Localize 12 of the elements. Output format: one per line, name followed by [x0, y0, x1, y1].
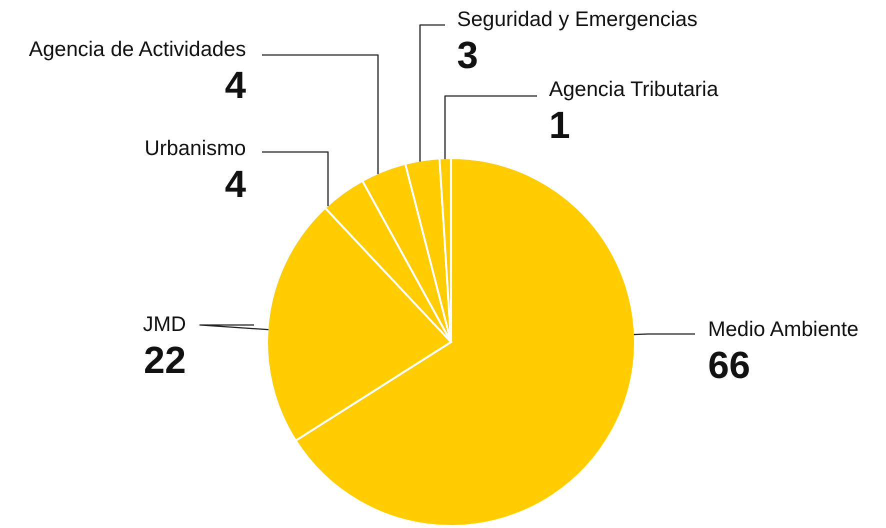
data-label: 1 [549, 105, 570, 147]
slice-label: Seguridad y Emergencias [457, 8, 698, 31]
slice-label: Urbanismo [144, 137, 246, 160]
data-label: 4 [224, 65, 246, 107]
data-label: 3 [457, 35, 478, 77]
slice-label: Agencia de Actividades [28, 38, 246, 61]
slice-label: Agencia Tributaria [549, 78, 719, 101]
data-label: 22 [144, 340, 186, 382]
slice-label: Medio Ambiente [708, 318, 859, 341]
slice-label: JMD [142, 313, 186, 336]
data-label: 4 [224, 164, 246, 206]
data-label: 66 [708, 345, 750, 387]
